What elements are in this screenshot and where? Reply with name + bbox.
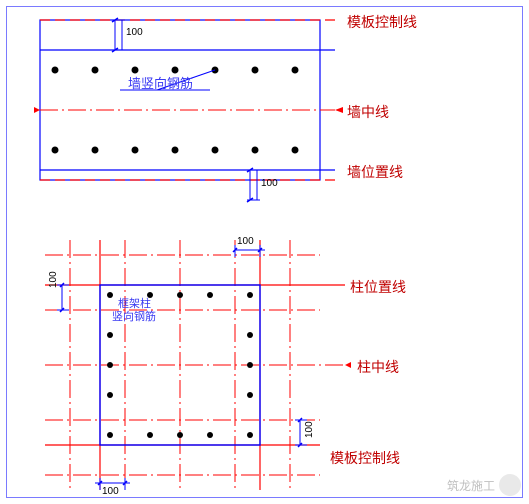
watermark-icon bbox=[499, 474, 521, 496]
diagram-svg bbox=[0, 0, 529, 504]
column-template-control-label: 模板控制线 bbox=[330, 448, 400, 468]
dim-100-bot: 100 bbox=[261, 178, 278, 189]
column-position-line-label: 柱位置线 bbox=[350, 277, 406, 297]
column-centerline-label: 柱中线 bbox=[357, 357, 399, 377]
dim-100-tr: 100 bbox=[237, 236, 254, 247]
watermark-text: 筑龙施工 bbox=[447, 477, 495, 494]
dim-100-b: 100 bbox=[102, 486, 119, 497]
column-rebar-label-1: 框架柱 bbox=[118, 298, 151, 310]
dim-100-lv: 100 bbox=[48, 271, 59, 288]
wall-rebar-label: 墙竖向钢筋 bbox=[128, 77, 193, 91]
wall-centerline-label: 墙中线 bbox=[347, 102, 389, 122]
dim-100-rv: 100 bbox=[304, 421, 315, 438]
template-control-line-label: 模板控制线 bbox=[347, 12, 417, 32]
wall-position-line-label: 墙位置线 bbox=[347, 162, 403, 182]
dim-100-top: 100 bbox=[126, 27, 143, 38]
column-rebar-label-2: 竖向钢筋 bbox=[112, 311, 156, 323]
